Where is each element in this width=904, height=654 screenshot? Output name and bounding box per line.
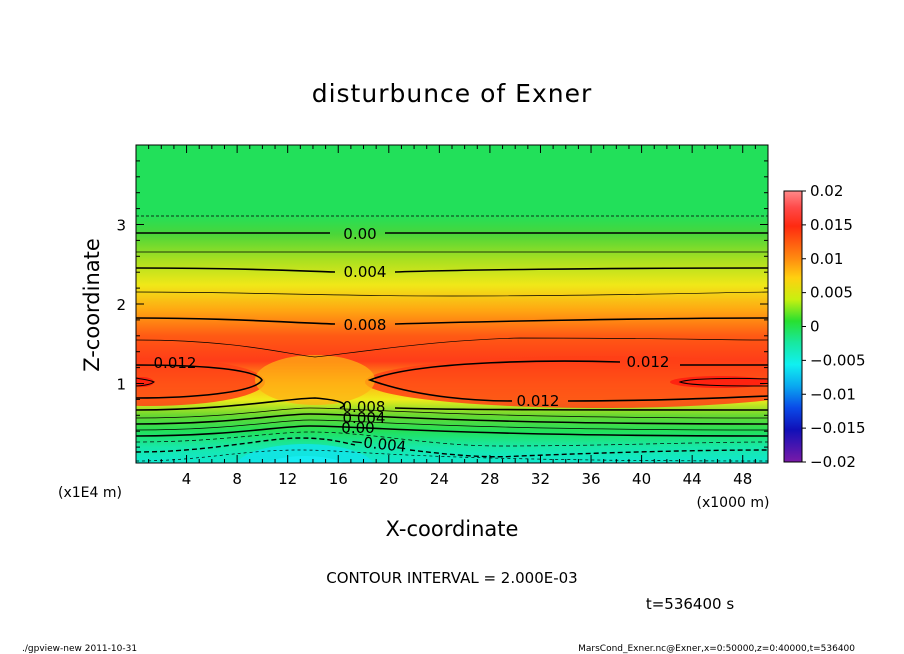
contour-line [678, 377, 768, 387]
contour-label: 0.012 [627, 353, 670, 371]
x-tick-label: 44 [683, 470, 702, 488]
contour-label: 0.00 [343, 225, 376, 243]
x-tick-label: 36 [581, 470, 600, 488]
colorbar-tick-label: −0.005 [810, 351, 866, 369]
x-tick-label: 24 [430, 470, 449, 488]
x-tick-label: 8 [232, 470, 242, 488]
x-tick-label: 12 [278, 470, 297, 488]
high-core-right [670, 376, 768, 388]
low-bowl-core [266, 456, 344, 463]
contour-lines [136, 215, 768, 462]
colorbar-tick-label: 0 [810, 318, 820, 336]
colorbar-tick-label: 0.01 [810, 250, 843, 268]
time-label: t=536400 s [646, 595, 734, 613]
low-bowl [236, 444, 374, 463]
x-axis: 4 8 12 16 20 24 28 32 36 40 44 48 [148, 145, 756, 488]
high-lobe-right [365, 356, 768, 408]
footer-left: ./gpview-new 2011-10-31 [22, 644, 137, 654]
x-tick-label: 48 [733, 470, 752, 488]
colorbar-tick-label: −0.015 [810, 419, 866, 437]
saddle [255, 355, 375, 405]
colorbar-tick-label: 0.015 [810, 216, 853, 234]
contour-label: 0.008 [344, 316, 387, 334]
contour-line [136, 377, 155, 387]
chart-title: disturbunce of Exner [312, 79, 593, 108]
contour-line [136, 397, 768, 411]
contour-line [136, 317, 768, 325]
contour-line [136, 437, 768, 458]
colorbar-tick-label: −0.01 [810, 385, 856, 403]
contour-line [136, 419, 768, 431]
contour-label: −0.004 [350, 432, 407, 456]
contour-line [136, 337, 768, 358]
contour-line [367, 360, 768, 402]
contour-label: 0.004 [343, 409, 386, 427]
colorbar-gradient [783, 190, 803, 463]
contour-label: 0.012 [517, 392, 560, 410]
footer-right: MarsCond_Exner.nc@Exner,x=0:50000,z=0:40… [578, 644, 855, 654]
plot-area [136, 145, 768, 463]
colorbar-tick-label: −0.02 [810, 453, 856, 471]
contour-line [136, 413, 768, 425]
contour-line [136, 364, 263, 399]
y-axis-label: Z-coordinate [80, 238, 104, 372]
x-tick-label: 4 [182, 470, 192, 488]
contour-line [136, 267, 768, 273]
contour-line [136, 291, 768, 297]
colorbar: 0.02 0.015 0.01 0.005 0 −0.005 −0.01 −0.015 −0.0… [783, 182, 866, 471]
contour-fill [136, 145, 768, 463]
y-axis: 1 2 3 [116, 160, 768, 448]
contour-label: 0.004 [344, 263, 387, 281]
colorbar-ticks: 0.02 0.015 0.01 0.005 0 −0.005 −0.01 −0.015 −0.0… [802, 182, 866, 471]
x-tick-label: 20 [379, 470, 398, 488]
contour-line [136, 425, 768, 437]
contour-line [136, 449, 768, 462]
contour-line [136, 431, 768, 447]
colorbar-tick-label: 0.005 [810, 284, 853, 302]
y-tick-label: 3 [116, 217, 126, 235]
x-axis-label: X-coordinate [386, 517, 519, 541]
contour-interval: CONTOUR INTERVAL = 2.000E-03 [326, 569, 577, 587]
y-axis-unit: (x1E4 m) [58, 485, 122, 501]
x-tick-label: 40 [632, 470, 651, 488]
contour-line [136, 407, 768, 419]
contour-label: 0.012 [154, 354, 197, 372]
contour-labels: 0.00 0.004 0.008 0.012 0.012 0.012 0.008… [154, 225, 670, 456]
y-tick-label: 2 [116, 296, 126, 314]
x-tick-label: 16 [329, 470, 348, 488]
contour-label: 0.008 [343, 398, 386, 416]
x-tick-label: 28 [480, 470, 499, 488]
x-axis-unit: (x1000 m) [697, 495, 770, 511]
y-tick-label: 1 [116, 376, 126, 394]
colorbar-tick-label: 0.02 [810, 182, 843, 200]
contour-label: 0.00 [341, 419, 374, 437]
x-tick-label: 32 [531, 470, 550, 488]
